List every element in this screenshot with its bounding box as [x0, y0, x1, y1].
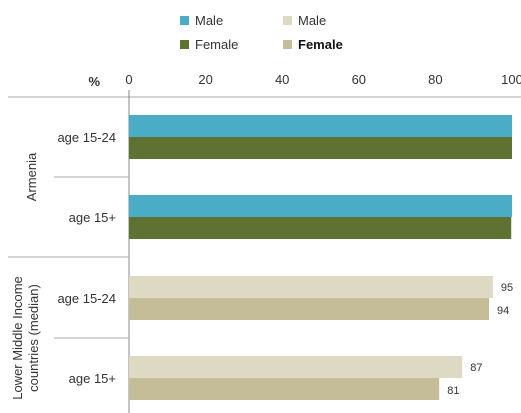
row-label: age 15+	[69, 210, 116, 225]
x-tick-label: 20	[198, 72, 212, 87]
bar-male	[129, 195, 512, 217]
x-tick-label: 80	[428, 72, 442, 87]
bar-female	[129, 298, 490, 320]
x-tick-label: 60	[352, 72, 366, 87]
legend-swatch-icon	[283, 16, 292, 25]
legend-swatch-icon	[283, 40, 292, 49]
row-label: age 15-24	[57, 130, 116, 145]
bar-male	[129, 356, 463, 378]
legend-item-female-lmic: Female	[283, 37, 343, 52]
bar-male	[129, 276, 493, 298]
data-label-female: 94	[497, 305, 509, 317]
bar-female	[129, 137, 512, 159]
x-tick-label: 100	[501, 72, 521, 87]
legend-swatch-icon	[180, 16, 189, 25]
legend-item-male-armenia: Male	[180, 13, 223, 28]
row-label: age 15-24	[57, 291, 116, 306]
legend-item-female-armenia: Female	[180, 37, 238, 52]
x-tick-label: 0	[125, 72, 132, 87]
unit-label: %	[88, 74, 100, 89]
bar-male	[129, 115, 512, 137]
legend-item-male-lmic: Male	[283, 13, 326, 28]
legend-label: Female	[298, 37, 343, 52]
bar-female	[129, 378, 440, 400]
legend-label: Male	[298, 13, 327, 28]
x-tick-label: 40	[275, 72, 289, 87]
group-label: countries (median)	[26, 284, 41, 392]
legend-label: Female	[195, 37, 239, 52]
data-label-female: 81	[447, 385, 459, 397]
legend-label: Male	[195, 13, 224, 28]
group-label: Armenia	[24, 152, 39, 201]
data-label-male: 87	[470, 362, 482, 374]
bar-female	[129, 217, 512, 239]
legend-swatch-icon	[180, 40, 189, 49]
row-label: age 15+	[69, 371, 116, 386]
group-label: Lower Middle Income	[10, 276, 25, 400]
data-label-male: 95	[501, 282, 513, 294]
